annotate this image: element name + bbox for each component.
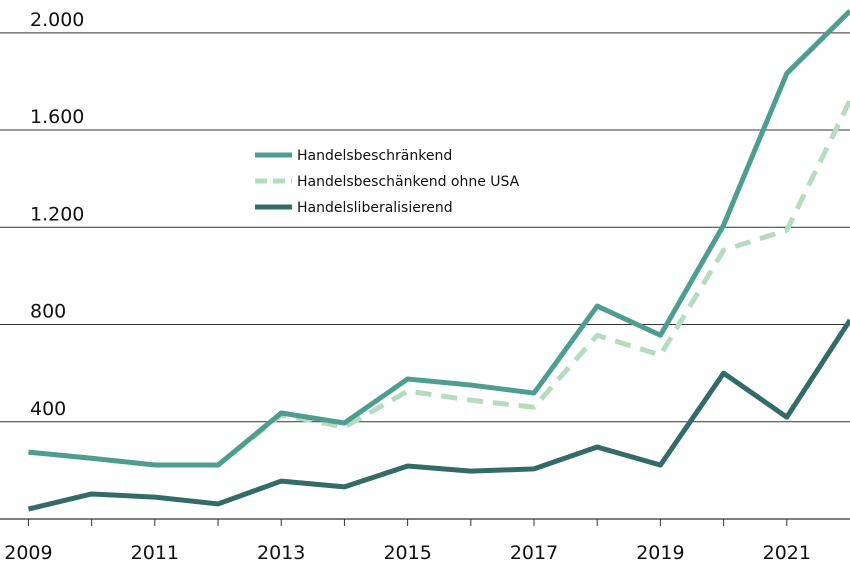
y-tick-label: 1.600 [30, 106, 84, 128]
legend-label: Handelsliberalisierend [297, 200, 453, 216]
y-tick-label: 400 [30, 398, 66, 420]
x-tick-label: 2011 [131, 542, 179, 561]
x-tick-label: 2015 [383, 542, 431, 561]
x-tick-label: 2013 [257, 542, 305, 561]
x-tick-label: 2017 [510, 542, 558, 561]
legend-label: Handelsbeschränkend [297, 148, 452, 164]
y-tick-label: 1.200 [30, 203, 84, 225]
series-line [27, 318, 850, 512]
series-line [28, 9, 850, 468]
legend-label: Handelsbeschänkend ohne USA [297, 174, 520, 190]
y-tick-label: 800 [30, 301, 66, 323]
x-tick-label: 2019 [636, 542, 684, 561]
x-tick-label: 2009 [4, 542, 52, 561]
y-tick-label: 2.000 [30, 9, 84, 31]
x-tick-label: 2021 [763, 542, 811, 561]
